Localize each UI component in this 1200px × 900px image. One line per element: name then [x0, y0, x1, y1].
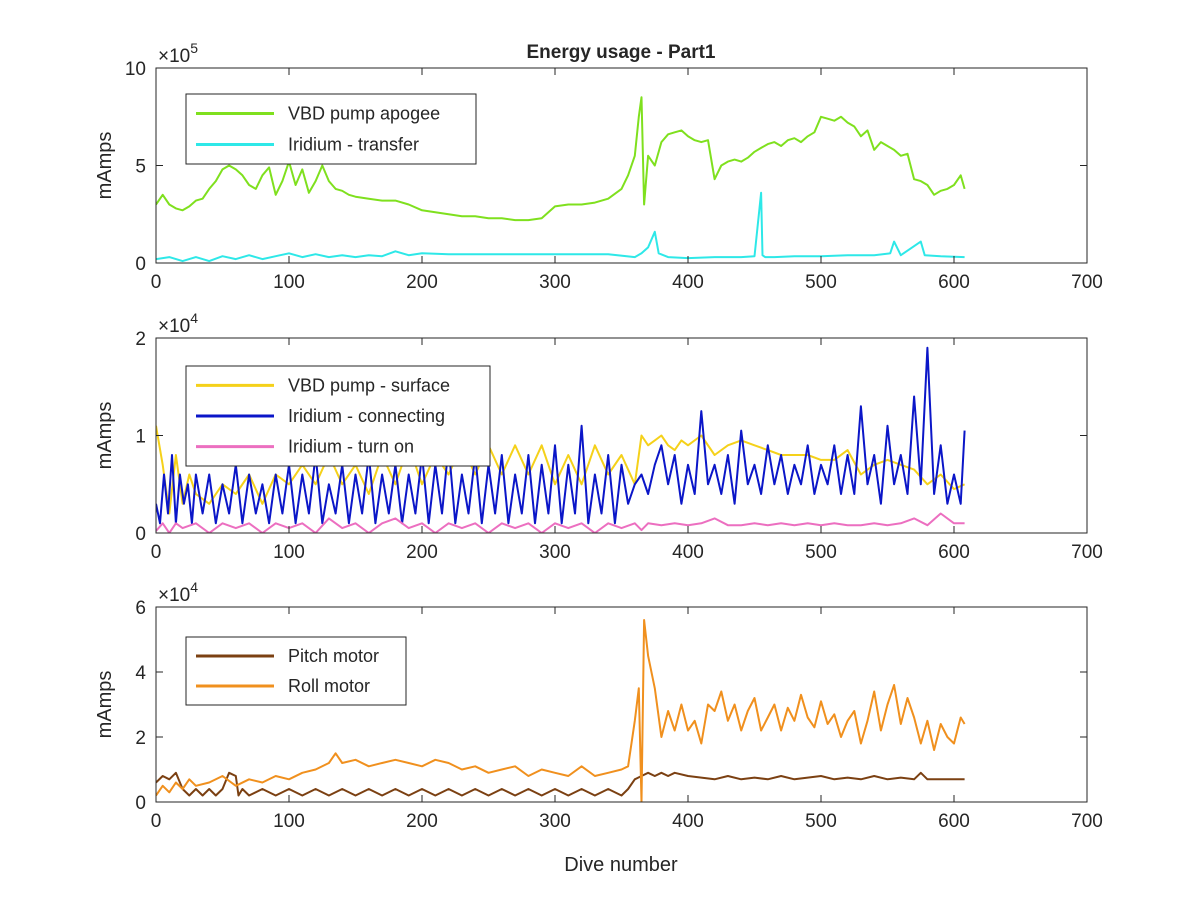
series-line-3: [156, 512, 965, 533]
legend-box: [185, 93, 477, 165]
series-line-1: [156, 96, 966, 222]
legend: VBD pump apogee Iridium - transfer: [185, 93, 477, 165]
legend-box: [185, 636, 407, 706]
y-tick-label: 2: [135, 329, 146, 350]
x-tick-label: 400: [672, 272, 704, 293]
y-exponent-power: 4: [190, 310, 198, 326]
legend-label-2: Iridium - connecting: [288, 406, 445, 426]
x-tick-label: 0: [151, 811, 162, 832]
x-tick-label: 200: [406, 542, 438, 563]
series-group: [156, 96, 966, 263]
series-line-2: [156, 346, 966, 525]
series-line-1: [156, 771, 965, 797]
x-tick-label: 500: [805, 272, 837, 293]
legend: Pitch motor Roll motor: [185, 636, 407, 706]
x-tick-label: 700: [1071, 272, 1103, 293]
x-axis-label: Dive number: [564, 854, 678, 876]
legend-label-2: Roll motor: [288, 676, 370, 696]
y-tick-label: 10: [125, 59, 146, 80]
x-tick-label: 700: [1071, 811, 1103, 832]
series-group: [156, 346, 966, 533]
y-axis-label: mAmps: [94, 132, 116, 200]
x-tick-label: 400: [672, 811, 704, 832]
x-tick-label: 400: [672, 542, 704, 563]
y-exponent-power: 4: [190, 579, 198, 595]
y-exponent-power: 5: [190, 40, 198, 56]
y-tick-label: 2: [135, 728, 146, 749]
series-line-2: [156, 619, 966, 802]
series-group: [156, 619, 966, 802]
x-tick-label: 300: [539, 811, 571, 832]
y-tick-label: 0: [135, 793, 146, 814]
figure-title: Energy usage - Part1: [526, 42, 715, 63]
y-tick-label: 4: [135, 663, 146, 684]
x-tick-label: 700: [1071, 542, 1103, 563]
x-tick-label: 100: [273, 272, 305, 293]
series-line-1: [156, 425, 966, 515]
y-tick-label: 6: [135, 598, 146, 619]
legend: VBD pump - surface Iridium - connecting Ir…: [185, 365, 491, 467]
x-tick-label: 300: [539, 272, 571, 293]
legend-label-2: Iridium - transfer: [288, 135, 419, 155]
x-tick-label: 100: [273, 811, 305, 832]
legend-label-1: VBD pump - surface: [288, 375, 450, 395]
y-tick-label: 5: [135, 157, 146, 178]
y-tick-label: 0: [135, 524, 146, 545]
x-tick-label: 200: [406, 272, 438, 293]
axes-frame: [155, 606, 1088, 803]
x-tick-label: 600: [938, 272, 970, 293]
x-tick-label: 100: [273, 542, 305, 563]
x-tick-label: 0: [151, 542, 162, 563]
x-tick-label: 600: [938, 542, 970, 563]
x-tick-label: 200: [406, 811, 438, 832]
y-axis-label: mAmps: [94, 671, 116, 739]
legend-label-3: Iridium - turn on: [288, 437, 414, 457]
series-line-2: [156, 191, 965, 263]
y-tick-label: 0: [135, 254, 146, 275]
x-tick-label: 500: [805, 542, 837, 563]
x-tick-label: 500: [805, 811, 837, 832]
y-axis-label: mAmps: [94, 402, 116, 470]
y-tick-label: 1: [135, 427, 146, 448]
x-tick-label: 600: [938, 811, 970, 832]
x-tick-label: 300: [539, 542, 571, 563]
legend-label-1: VBD pump apogee: [288, 104, 440, 124]
subplot-3: 0 100 200 300 400 500 600 7000246×104mAmpsPitch…: [94, 579, 1103, 832]
x-tick-label: 0: [151, 272, 162, 293]
legend-label-1: Pitch motor: [288, 646, 379, 666]
